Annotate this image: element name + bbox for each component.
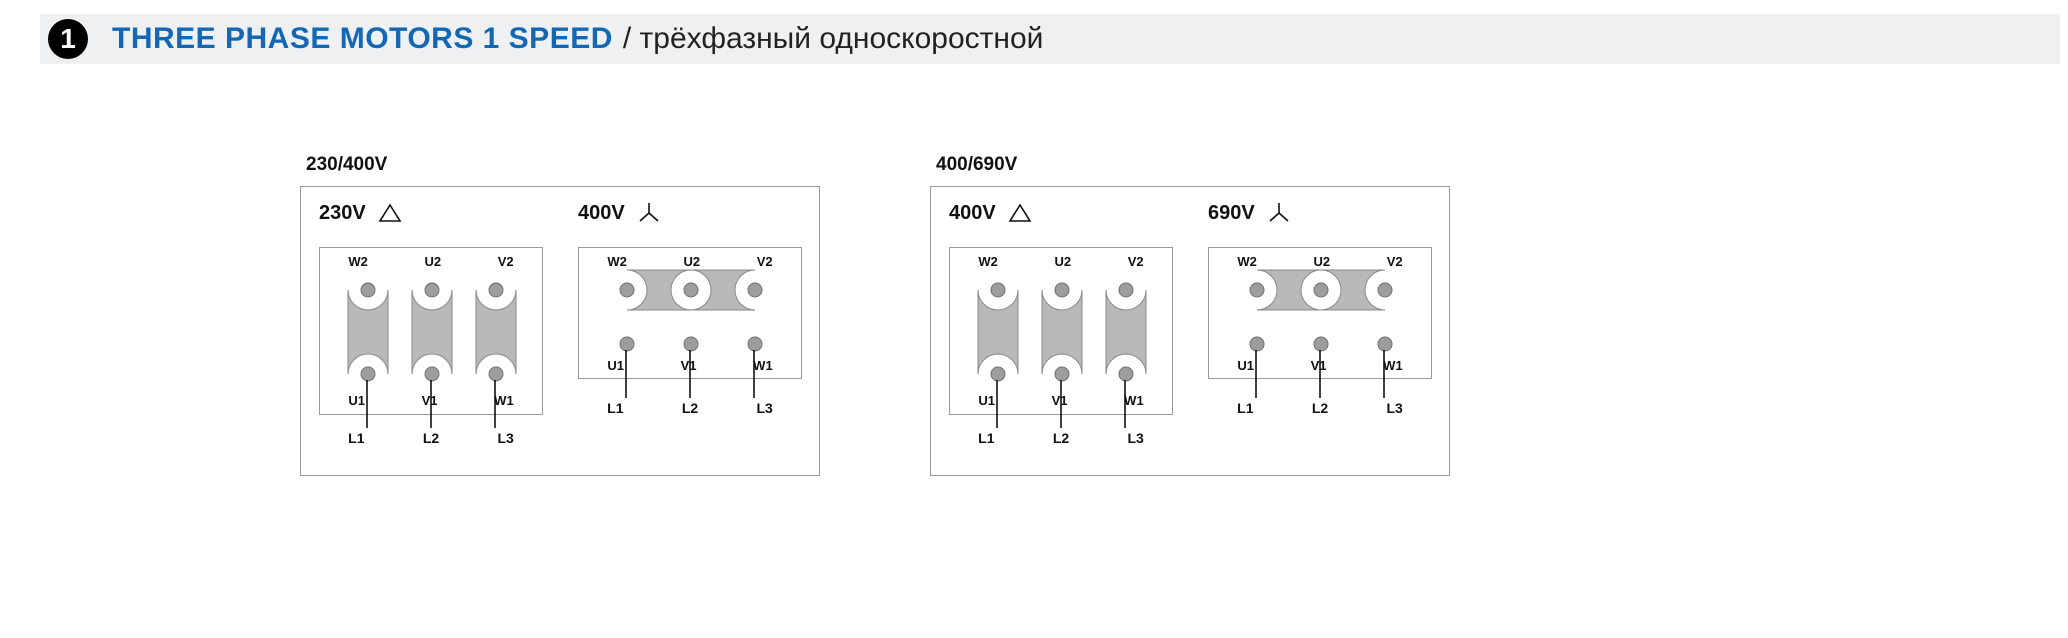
line-labels: L1 L2 L3 xyxy=(578,400,802,416)
voltage-pair-label: 230/400V xyxy=(306,154,820,176)
star-icon xyxy=(1267,202,1291,224)
wiring-diagram: 690V W2U2V2 U1V1W1 L1L2L3 xyxy=(1190,187,1449,475)
line-label: L3 xyxy=(1386,400,1402,416)
line-label: L3 xyxy=(497,430,513,446)
line-label: L2 xyxy=(423,430,439,446)
diagram-voltage-header: 690V xyxy=(1208,199,1449,227)
line-label: L3 xyxy=(756,400,772,416)
diagram-voltage-header: 230V xyxy=(319,199,560,227)
section-number-badge: 1 xyxy=(48,19,88,59)
diagram-voltage: 690V xyxy=(1208,202,1255,225)
terminal-label: U2 xyxy=(683,254,700,269)
top-terminal-labels: W2 U2 V2 xyxy=(1209,254,1431,269)
voltage-pair-label: 400/690V xyxy=(936,154,1450,176)
wiring-diagram: 400V W2U2V2 U1V1W1 L1L2L3 xyxy=(560,187,819,475)
terminal-label: U2 xyxy=(424,254,441,269)
diagram-voltage: 400V xyxy=(949,202,996,225)
delta-icon xyxy=(1008,203,1032,223)
wiring-diagram: 400V W2U2V2 U1V1W1 L1L2L3 xyxy=(931,187,1190,475)
star-icon xyxy=(637,202,661,224)
terminal-label: V2 xyxy=(757,254,773,269)
line-label: L1 xyxy=(1237,400,1253,416)
diagram-voltage: 400V xyxy=(578,202,625,225)
line-label: L2 xyxy=(1053,430,1069,446)
lead-line-wrap xyxy=(319,380,543,430)
line-label: L2 xyxy=(1312,400,1328,416)
diagram-voltage-header: 400V xyxy=(949,199,1190,227)
terminal-label: W2 xyxy=(978,254,998,269)
line-label: L1 xyxy=(348,430,364,446)
wiring-diagram: 230V W2U2V2 U1V1W1 L1L2L3 xyxy=(301,187,560,475)
lead-line-wrap xyxy=(1208,350,1432,400)
group-panel: 400V W2U2V2 U1V1W1 L1L2L3 690V W xyxy=(930,186,1450,476)
line-label: L1 xyxy=(607,400,623,416)
header-bar: 1 THREE PHASE MOTORS 1 SPEED / трёхфазны… xyxy=(40,14,2060,64)
delta-icon xyxy=(378,203,402,223)
line-label: L1 xyxy=(978,430,994,446)
diagram-voltage-header: 400V xyxy=(578,199,819,227)
lead-lines xyxy=(949,380,1173,430)
group-panel: 230V W2U2V2 U1V1W1 L1L2L3 400V W xyxy=(300,186,820,476)
terminal-label: V2 xyxy=(498,254,514,269)
voltage-group: 230/400V 230V W2U2V2 U1V1W1 L1L2L3 400V xyxy=(300,154,820,476)
line-labels: L1 L2 L3 xyxy=(1208,400,1432,416)
lead-lines xyxy=(578,350,802,400)
terminal-label: W2 xyxy=(607,254,627,269)
line-labels: L1 L2 L3 xyxy=(319,430,543,446)
lead-line-wrap xyxy=(949,380,1173,430)
diagram-voltage: 230V xyxy=(319,202,366,225)
voltage-group: 400/690V 400V W2U2V2 U1V1W1 L1L2L3 690V xyxy=(930,154,1450,476)
terminal-label: W2 xyxy=(348,254,368,269)
header-subtitle: / трёхфазный односкоростной xyxy=(623,22,1044,56)
lead-line-wrap xyxy=(578,350,802,400)
terminal-label: W2 xyxy=(1237,254,1257,269)
line-labels: L1 L2 L3 xyxy=(949,430,1173,446)
terminal-label: U2 xyxy=(1054,254,1071,269)
terminal-label: V2 xyxy=(1128,254,1144,269)
line-label: L2 xyxy=(682,400,698,416)
lead-lines xyxy=(319,380,543,430)
top-terminal-labels: W2 U2 V2 xyxy=(579,254,801,269)
diagram-groups: 230/400V 230V W2U2V2 U1V1W1 L1L2L3 400V xyxy=(300,154,2068,476)
top-terminal-labels: W2 U2 V2 xyxy=(320,254,542,269)
line-label: L3 xyxy=(1127,430,1143,446)
top-terminal-labels: W2 U2 V2 xyxy=(950,254,1172,269)
terminal-label: U2 xyxy=(1313,254,1330,269)
terminal-label: V2 xyxy=(1387,254,1403,269)
lead-lines xyxy=(1208,350,1432,400)
header-title: THREE PHASE MOTORS 1 SPEED xyxy=(112,22,613,56)
